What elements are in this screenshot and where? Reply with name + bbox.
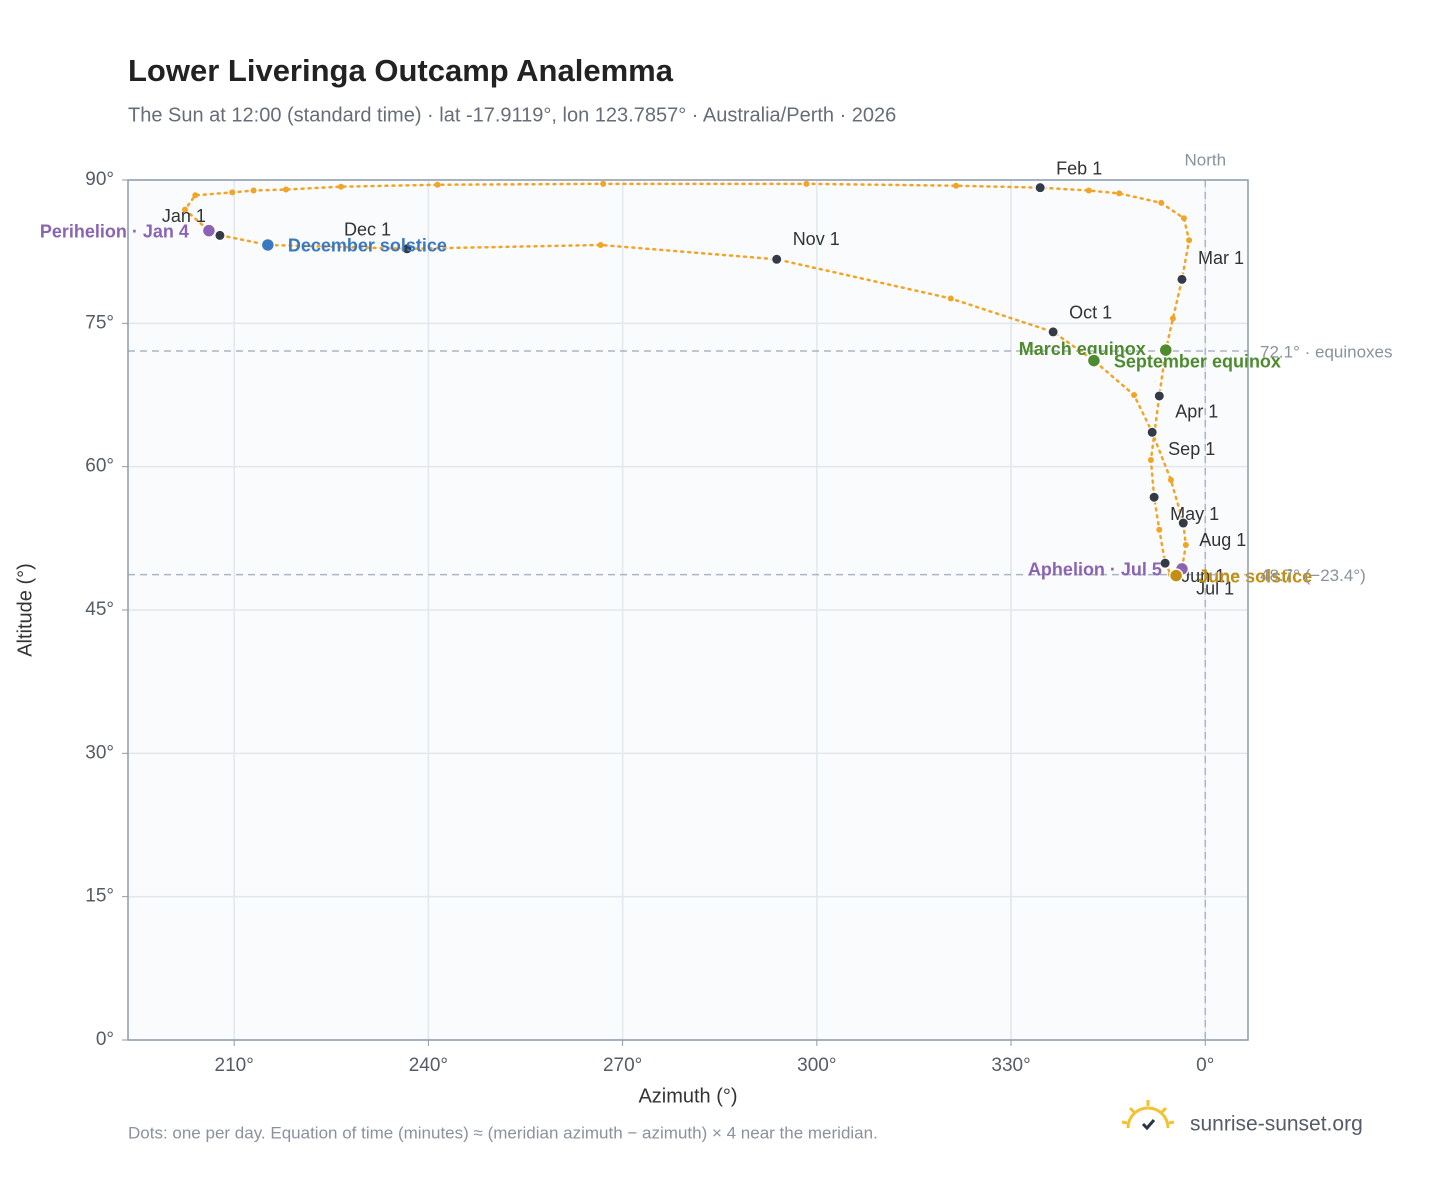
chart-title: Lower Liveringa Outcamp Analemma <box>128 53 674 88</box>
reference-label: 72.1° · equinoxes <box>1260 343 1393 362</box>
day-dot <box>1156 526 1163 533</box>
month-label: May 1 <box>1170 504 1219 524</box>
y-tick-label: 60° <box>85 456 114 477</box>
y-tick-label: 45° <box>85 599 114 620</box>
event-label: Perihelion · Jan 4 <box>40 221 189 241</box>
day-dot <box>1158 199 1165 206</box>
month-label: Jul 1 <box>1196 578 1234 598</box>
reference-label: 48.7° (−23.4°) <box>1260 566 1366 585</box>
y-tick-label: 0° <box>96 1029 114 1050</box>
event-dot <box>1086 353 1102 368</box>
x-tick-label: 270° <box>603 1055 642 1076</box>
month-label: Mar 1 <box>1198 248 1244 268</box>
month-dot <box>1159 557 1171 569</box>
x-tick-label: 300° <box>797 1055 836 1076</box>
event-dot <box>1168 568 1184 583</box>
event-label: December solstice <box>288 236 447 256</box>
month-dot <box>1146 426 1158 438</box>
day-dot <box>597 241 604 248</box>
day-dot <box>434 181 441 188</box>
day-dot <box>1186 237 1193 244</box>
meridian-label: North <box>1184 150 1226 169</box>
day-dot <box>337 183 344 190</box>
event-label: September equinox <box>1114 351 1281 371</box>
chart-subtitle: The Sun at 12:00 (standard time) · lat -… <box>128 104 896 126</box>
day-dot <box>947 295 954 302</box>
day-dot <box>1131 392 1138 398</box>
event-dot <box>260 237 276 253</box>
day-dot <box>181 206 188 213</box>
day-dot <box>1169 315 1176 322</box>
day-dot <box>1180 215 1187 222</box>
month-label: Aug 1 <box>1199 530 1246 550</box>
month-label: Feb 1 <box>1056 158 1102 178</box>
y-tick-label: 75° <box>85 312 114 333</box>
month-dot <box>214 229 226 241</box>
day-dot <box>1167 477 1174 484</box>
month-label: Dec 1 <box>344 220 391 240</box>
y-tick-label: 15° <box>85 886 114 907</box>
day-dot <box>600 180 607 187</box>
day-dot <box>282 186 289 193</box>
day-dot <box>1147 456 1154 463</box>
brand-name: sunrise-sunset.org <box>1190 1113 1363 1136</box>
y-tick-label: 90° <box>85 169 114 190</box>
month-dot <box>1047 326 1059 338</box>
day-dot <box>229 189 236 196</box>
day-dot <box>250 187 257 194</box>
footnote: Dots: one per day. Equation of time (min… <box>128 1123 878 1142</box>
event-label: Aphelion · Jul 5 <box>1028 560 1162 580</box>
event-dot <box>1158 342 1174 358</box>
event-dot <box>201 223 217 238</box>
month-dot <box>1148 491 1160 503</box>
day-dot <box>1116 190 1123 197</box>
day-dot <box>953 182 960 189</box>
month-label: Sep 1 <box>1168 439 1215 459</box>
brand-logo <box>1121 1100 1175 1131</box>
month-dot <box>1177 517 1189 529</box>
x-tick-label: 240° <box>409 1055 448 1076</box>
day-dot <box>803 180 810 187</box>
month-dot <box>1176 273 1188 285</box>
month-label: Nov 1 <box>793 229 840 249</box>
y-axis-label: Altitude (°) <box>14 563 36 657</box>
event-label: June solstice <box>1198 566 1312 586</box>
analemma-path <box>183 182 1191 577</box>
month-label: Oct 1 <box>1069 303 1112 323</box>
month-dot <box>1034 182 1046 194</box>
month-dot <box>771 253 783 265</box>
event-label: March equinox <box>1019 339 1146 359</box>
day-dot <box>192 192 199 199</box>
x-tick-label: 330° <box>991 1055 1030 1076</box>
month-dot <box>401 243 413 255</box>
month-dot <box>1153 390 1165 402</box>
y-tick-label: 30° <box>85 742 114 763</box>
x-tick-label: 0° <box>1196 1055 1214 1076</box>
month-label: Jun 1 <box>1181 566 1225 586</box>
day-dot <box>1085 187 1092 194</box>
day-dot <box>1182 542 1189 549</box>
x-axis-label: Azimuth (°) <box>638 1085 737 1107</box>
x-tick-label: 210° <box>215 1055 254 1076</box>
month-label: Jan 1 <box>162 206 206 226</box>
month-label: Apr 1 <box>1175 402 1218 422</box>
